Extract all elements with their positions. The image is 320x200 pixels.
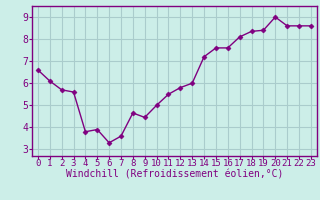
X-axis label: Windchill (Refroidissement éolien,°C): Windchill (Refroidissement éolien,°C)	[66, 170, 283, 180]
